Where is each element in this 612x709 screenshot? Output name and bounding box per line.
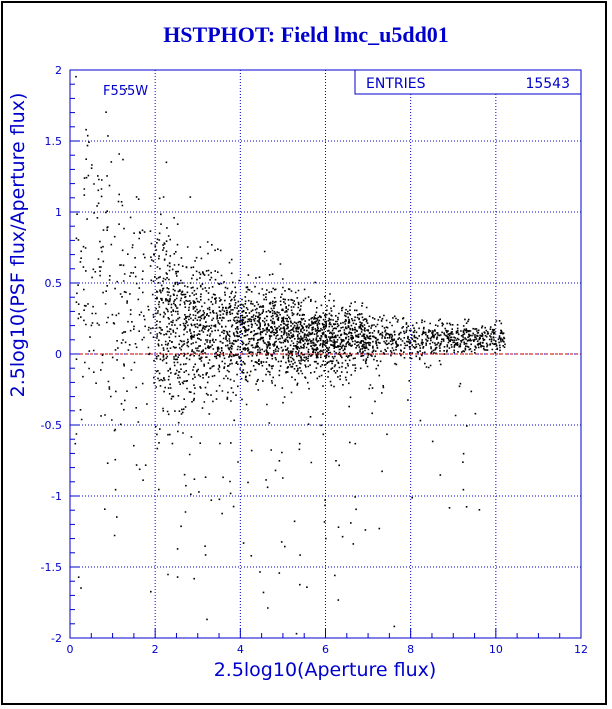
y-tick-label: 0 xyxy=(55,348,62,361)
y-tick-label: 2 xyxy=(55,64,62,77)
y-tick-label: -0.5 xyxy=(41,419,62,432)
x-tick-label: 0 xyxy=(67,643,74,656)
y-tick-label: 1.5 xyxy=(45,135,63,148)
x-axis-title: 2.5log10(Aperture flux) xyxy=(214,659,437,681)
stats-entries-label: ENTRIES xyxy=(366,76,426,92)
data-points xyxy=(74,75,506,635)
y-tick-label: -1.5 xyxy=(41,561,62,574)
y-tick-label: -2 xyxy=(51,632,62,645)
x-tick-label: 12 xyxy=(574,643,588,656)
scatter-points xyxy=(74,75,506,635)
filter-annotation: F555W xyxy=(103,84,148,99)
stats-box-border xyxy=(354,69,582,95)
y-tick-label: -1 xyxy=(51,490,62,503)
y-axis-title: 2.5log10(PSF flux/Aperture flux) xyxy=(7,93,29,398)
stats-box: ENTRIES 15543 xyxy=(354,69,582,95)
x-tick-label: 2 xyxy=(152,643,159,656)
y-tick-label: 0.5 xyxy=(45,277,63,290)
y-axis-ticks: -2 -1.5 -1 -0.5 0 0.5 1 1.5 2 xyxy=(41,64,80,645)
x-axis-ticks: 0 2 4 6 8 10 12 xyxy=(67,628,588,656)
x-tick-label: 4 xyxy=(237,643,244,656)
x-tick-label: 10 xyxy=(489,643,503,656)
x-tick-label: 6 xyxy=(322,643,329,656)
x-tick-label: 8 xyxy=(407,643,414,656)
chart-title: HSTPHOT: Field lmc_u5dd01 xyxy=(163,22,449,47)
stats-entries-value: 15543 xyxy=(525,76,570,92)
y-tick-label: 1 xyxy=(55,206,62,219)
